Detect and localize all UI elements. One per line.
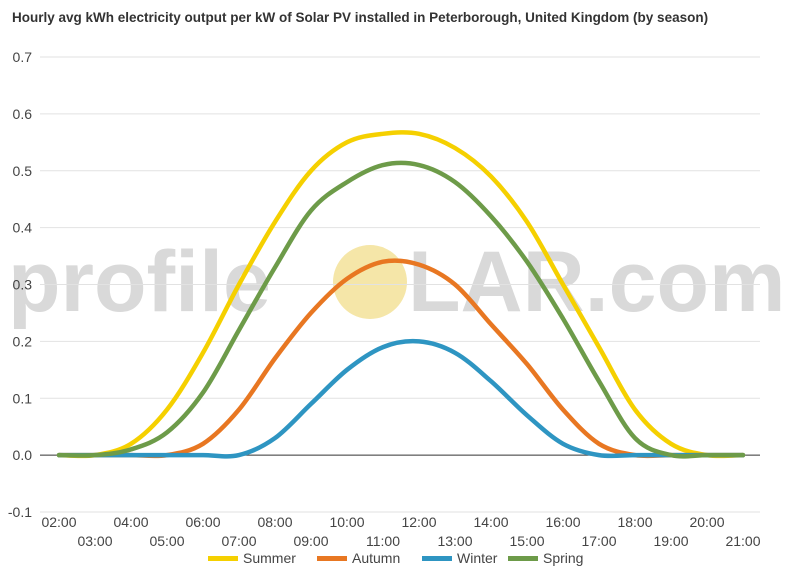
legend-label-spring[interactable]: Spring bbox=[543, 550, 583, 566]
y-tick-label: 0.1 bbox=[13, 390, 33, 406]
x-tick-label: 16:00 bbox=[545, 514, 580, 530]
chart-title: Hourly avg kWh electricity output per kW… bbox=[12, 10, 709, 25]
x-tick-label: 09:00 bbox=[293, 533, 328, 549]
y-tick-label: 0.5 bbox=[13, 163, 33, 179]
series-lines bbox=[56, 130, 746, 459]
x-tick-label: 10:00 bbox=[329, 514, 364, 530]
y-axis-labels: 0.7 0.6 0.5 0.4 0.3 0.2 0.1 0.0 -0.1 bbox=[8, 49, 32, 520]
x-tick-label: 15:00 bbox=[509, 533, 544, 549]
y-tick-label: -0.1 bbox=[8, 504, 32, 520]
x-tick-label: 06:00 bbox=[185, 514, 220, 530]
series-line-winter bbox=[56, 338, 746, 459]
legend: Summer Autumn Winter Spring bbox=[208, 550, 583, 566]
x-tick-label: 05:00 bbox=[149, 533, 184, 549]
y-tick-label: 0.7 bbox=[13, 49, 33, 65]
x-tick-label: 14:00 bbox=[473, 514, 508, 530]
series-line-summer bbox=[56, 130, 746, 459]
x-tick-label: 11:00 bbox=[366, 533, 400, 549]
x-tick-label: 07:00 bbox=[221, 533, 256, 549]
watermark-sun-icon bbox=[333, 245, 407, 319]
watermark-text-left: profile bbox=[8, 234, 271, 330]
x-tick-label: 02:00 bbox=[41, 514, 76, 530]
watermark-text-right: LAR.com bbox=[408, 234, 785, 330]
x-tick-label: 08:00 bbox=[257, 514, 292, 530]
x-tick-label: 03:00 bbox=[77, 533, 112, 549]
x-tick-label: 21:00 bbox=[725, 533, 760, 549]
legend-swatch-autumn bbox=[317, 556, 347, 561]
x-tick-label: 04:00 bbox=[113, 514, 148, 530]
y-tick-label: 0.2 bbox=[13, 333, 33, 349]
x-tick-label: 20:00 bbox=[689, 514, 724, 530]
legend-label-winter[interactable]: Winter bbox=[457, 550, 498, 566]
x-axis-labels: 02:0003:0004:0005:0006:0007:0008:0009:00… bbox=[41, 514, 760, 549]
x-tick-label: 13:00 bbox=[437, 533, 472, 549]
legend-swatch-spring bbox=[508, 556, 538, 561]
y-tick-label: 0.4 bbox=[13, 220, 33, 236]
legend-swatch-summer bbox=[208, 556, 238, 561]
x-tick-label: 17:00 bbox=[581, 533, 616, 549]
x-tick-label: 19:00 bbox=[653, 533, 688, 549]
y-tick-label: 0.3 bbox=[13, 277, 33, 293]
y-tick-label: 0.0 bbox=[13, 447, 33, 463]
y-tick-label: 0.6 bbox=[13, 106, 33, 122]
legend-swatch-winter bbox=[422, 556, 452, 561]
x-tick-label: 12:00 bbox=[401, 514, 436, 530]
legend-label-summer[interactable]: Summer bbox=[243, 550, 296, 566]
series-line-spring bbox=[56, 160, 746, 459]
watermark: profile LAR.com bbox=[8, 234, 785, 330]
legend-label-autumn[interactable]: Autumn bbox=[352, 550, 400, 566]
x-tick-label: 18:00 bbox=[617, 514, 652, 530]
